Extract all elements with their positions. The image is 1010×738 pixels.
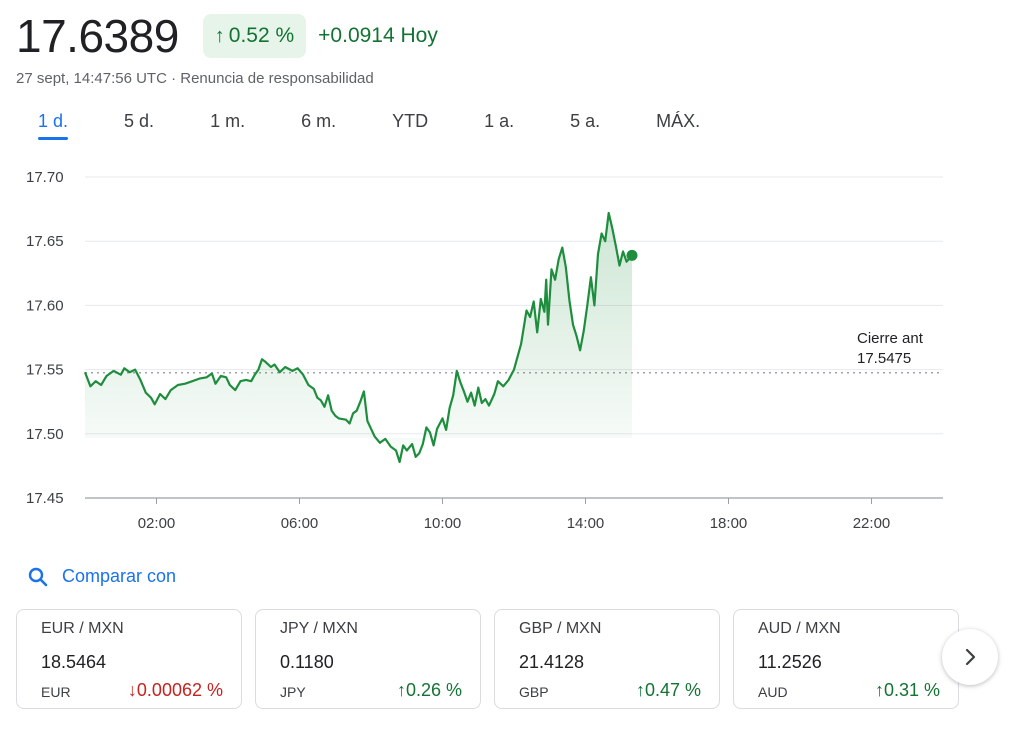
previous-close-value: 17.5475 [857, 350, 911, 367]
x-tick-label: 02:00 [138, 515, 176, 532]
tab-1-year[interactable]: 1 a. [484, 110, 515, 131]
x-tick-label: 10:00 [424, 515, 462, 532]
currency-change-value: 0.47 % [644, 680, 701, 700]
arrow-up-icon: ↑ [396, 680, 406, 700]
timestamp-disclaimer[interactable]: 27 sept, 14:47:56 UTC · Renuncia de resp… [16, 70, 374, 87]
currency-value: 21.4128 [519, 652, 585, 672]
x-tick-label: 14:00 [567, 515, 605, 532]
currency-pair: JPY / MXN [280, 620, 358, 637]
currency-value: 18.5464 [41, 652, 107, 672]
price-chart[interactable]: 17.70 17.65 17.60 17.55 17.50 17.45 02:00 06:0… [0, 150, 1010, 550]
related-currency-cards: EUR / MXN 18.5464 EUR ↓0.00062 % JPY / M… [16, 609, 972, 709]
currency-pair: AUD / MXN [758, 620, 841, 637]
currency-change-value: 0.26 % [405, 680, 462, 700]
x-tick-label: 18:00 [710, 515, 748, 532]
previous-close-label: Cierre ant [857, 330, 924, 347]
currency-change: ↑0.31 % [875, 680, 940, 701]
price-area-fill [85, 213, 632, 462]
search-icon [28, 567, 48, 586]
percent-change-value: 0.52 % [228, 24, 295, 47]
tab-5-years[interactable]: 5 a. [570, 110, 601, 131]
currency-value: 11.2526 [758, 652, 822, 672]
x-tick-label: 06:00 [281, 515, 319, 532]
next-cards-button[interactable] [942, 629, 998, 685]
absolute-change: +0.0914 Hoy [318, 24, 438, 47]
currency-code: EUR [41, 684, 71, 700]
currency-change: ↑0.26 % [397, 680, 462, 701]
arrow-up-icon: ↑ [874, 680, 884, 700]
tab-max[interactable]: MÁX. [656, 110, 701, 131]
tab-ytd[interactable]: YTD [392, 110, 429, 131]
currency-value: 0.1180 [280, 652, 334, 672]
arrow-up-icon: ↑ [214, 24, 225, 47]
compare-label: Comparar con [62, 566, 177, 586]
compare-button[interactable]: Comparar con [28, 566, 176, 587]
x-tick-label: 22:00 [853, 515, 891, 532]
currency-change-value: 0.31 % [883, 680, 940, 700]
currency-code: GBP [519, 684, 549, 700]
currency-card-gbp-mxn[interactable]: GBP / MXN 21.4128 GBP ↑0.47 % [494, 609, 720, 709]
currency-card-jpy-mxn[interactable]: JPY / MXN 0.1180 JPY ↑0.26 % [255, 609, 481, 709]
currency-pair: GBP / MXN [519, 620, 602, 637]
y-tick-label: 17.60 [26, 297, 64, 314]
currency-code: JPY [280, 684, 306, 700]
currency-change-value: 0.00062 % [136, 680, 223, 700]
currency-pair: EUR / MXN [41, 620, 124, 637]
tab-5-days[interactable]: 5 d. [124, 110, 155, 131]
currency-code: AUD [758, 684, 788, 700]
currency-card-eur-mxn[interactable]: EUR / MXN 18.5464 EUR ↓0.00062 % [16, 609, 242, 709]
y-tick-label: 17.70 [26, 169, 64, 186]
y-tick-label: 17.50 [26, 426, 64, 443]
currency-card-aud-mxn[interactable]: AUD / MXN 11.2526 AUD ↑0.31 % [733, 609, 959, 709]
arrow-up-icon: ↑ [635, 680, 645, 700]
x-axis-labels: 02:00 06:00 10:00 14:00 18:00 22:00 [138, 515, 891, 532]
current-price: 17.6389 [16, 10, 179, 62]
y-tick-label: 17.45 [26, 490, 64, 507]
currency-change: ↑0.47 % [636, 680, 701, 701]
price-line [83, 211, 633, 464]
percent-change-badge: ↑ 0.52 % [202, 14, 307, 58]
chart-gridlines [85, 176, 943, 504]
y-tick-label: 17.55 [26, 362, 64, 379]
arrow-down-icon: ↓ [127, 680, 137, 700]
currency-change: ↓0.00062 % [128, 680, 223, 701]
y-tick-label: 17.65 [26, 233, 64, 250]
current-price-dot [626, 249, 638, 261]
y-axis-labels: 17.70 17.65 17.60 17.55 17.50 17.45 [26, 169, 64, 507]
quote-header: 17.6389 ↑ 0.52 % +0.0914 Hoy [16, 8, 438, 64]
tab-1-month[interactable]: 1 m. [210, 110, 246, 131]
time-range-tabs: 1 d. 5 d. 1 m. 6 m. YTD 1 a. 5 a. MÁX. [22, 106, 740, 140]
chevron-right-icon [965, 648, 976, 666]
tab-6-months[interactable]: 6 m. [301, 110, 337, 131]
tab-1-day[interactable]: 1 d. [22, 106, 84, 140]
